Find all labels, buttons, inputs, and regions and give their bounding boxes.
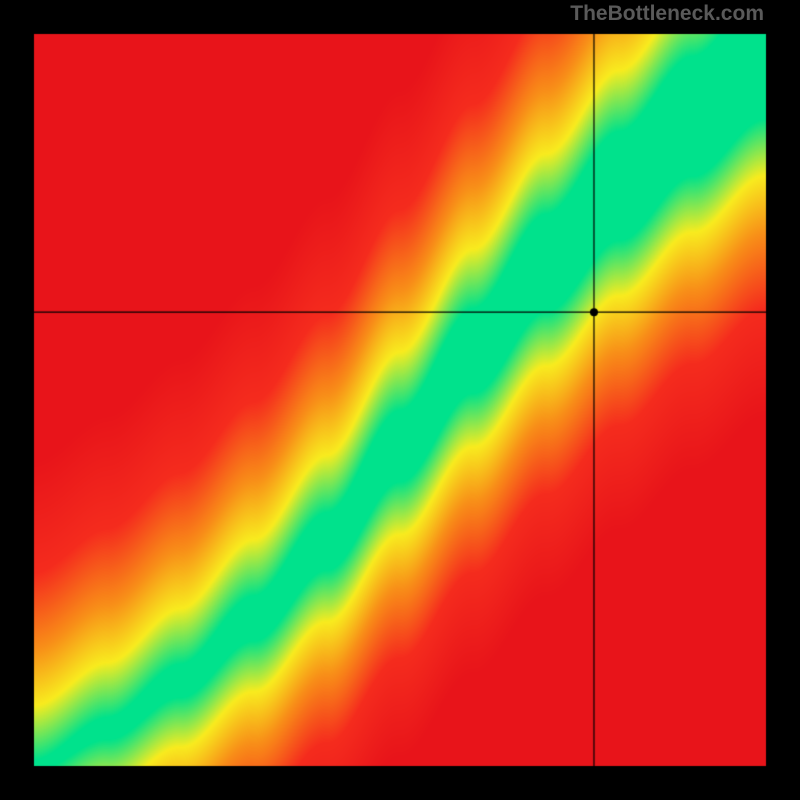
attribution-text: TheBottleneck.com — [570, 2, 764, 26]
bottleneck-heatmap — [0, 0, 800, 800]
